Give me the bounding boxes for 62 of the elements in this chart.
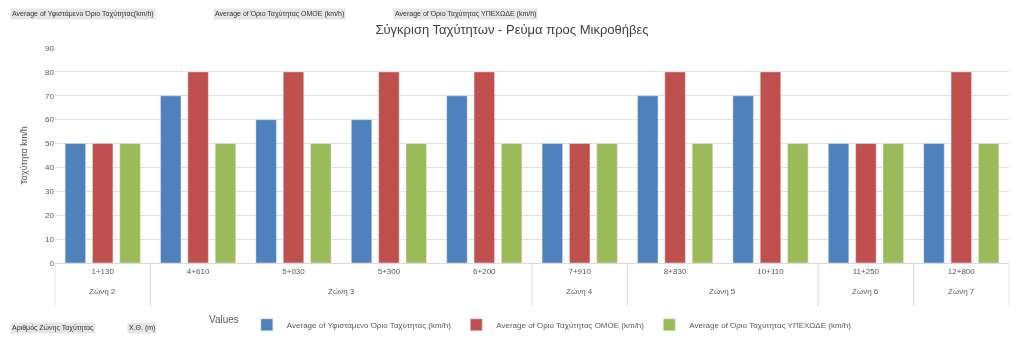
- legend-label: Average of Υφιστάμενο Όριο Ταχύτητας (km/h): [286, 320, 452, 330]
- x-tick-label: 6+200: [473, 266, 497, 276]
- bar: [759, 71, 782, 263]
- bar: [160, 95, 182, 263]
- y-tick-label: 60: [45, 115, 55, 125]
- bar: [855, 143, 877, 263]
- x-tick-label: 1+130: [91, 266, 115, 276]
- bar: [310, 143, 332, 263]
- bar: [473, 71, 495, 263]
- bar: [92, 143, 114, 263]
- bar: [596, 143, 618, 263]
- bar: [637, 95, 659, 263]
- x-tick-label: 7+910: [568, 266, 592, 276]
- bar: [64, 143, 86, 263]
- bar: [405, 143, 427, 263]
- bar: [732, 95, 754, 263]
- text: Ζώνη 2: [89, 287, 116, 296]
- text: Ζώνη 4: [566, 287, 593, 296]
- x-tick-label: 5+030: [282, 266, 306, 276]
- bar: [214, 143, 236, 263]
- bar: [119, 143, 141, 263]
- bar: [691, 143, 713, 263]
- y-tick-label: 50: [45, 139, 55, 149]
- y-tick-label: 30: [45, 187, 55, 197]
- x-tick-label: 10+110: [757, 266, 785, 276]
- x-tick-label: 8+830: [663, 266, 687, 276]
- bar: [664, 71, 686, 263]
- bar: [978, 143, 1000, 263]
- y-axis-title: Ταχύτητα km/h: [19, 126, 30, 185]
- legend-label: Average of Όριο Ταχύτητας ΟΜΟΕ (km/h): [496, 320, 645, 330]
- x-tick-label: 4+610: [186, 266, 210, 276]
- bar: [351, 119, 373, 263]
- bar: [378, 71, 400, 263]
- text: Ζώνη 3: [328, 287, 355, 296]
- bar: [950, 71, 972, 263]
- text: Ζώνη 5: [709, 287, 736, 296]
- text: Ζώνη 7: [948, 287, 975, 296]
- bar: [569, 143, 591, 263]
- bar: [446, 95, 468, 263]
- y-tick-label: 10: [45, 234, 55, 244]
- bar: [923, 143, 945, 263]
- x-tick-label: 11+250: [852, 266, 880, 276]
- y-tick-label: 80: [45, 67, 55, 77]
- chart-title: Σύγκριση Ταχύτητων - Ρεύμα προς Μικροθήβες: [375, 21, 649, 37]
- legend-title: Values: [209, 314, 239, 326]
- y-tick-label: 20: [45, 211, 55, 221]
- bar: [541, 143, 563, 263]
- bar: [787, 143, 809, 263]
- y-tick-label: 40: [45, 163, 55, 173]
- legend-label: Average of Όριο Ταχύτητας ΥΠΕΧΩΔΕ (km/h): [689, 320, 852, 330]
- text: Ζώνη 6: [852, 287, 879, 296]
- bar: [282, 71, 305, 263]
- bar: [255, 119, 277, 263]
- y-tick-label: 70: [45, 91, 55, 101]
- y-tick-label: 0: [49, 258, 55, 268]
- bar: [882, 143, 904, 263]
- x-tick-label: 12+800: [947, 266, 976, 276]
- x-tick-label: 5+300: [377, 266, 401, 276]
- bar: [187, 71, 209, 263]
- bar: [828, 143, 850, 263]
- y-tick-label: 90: [45, 43, 55, 53]
- bar: [501, 143, 523, 263]
